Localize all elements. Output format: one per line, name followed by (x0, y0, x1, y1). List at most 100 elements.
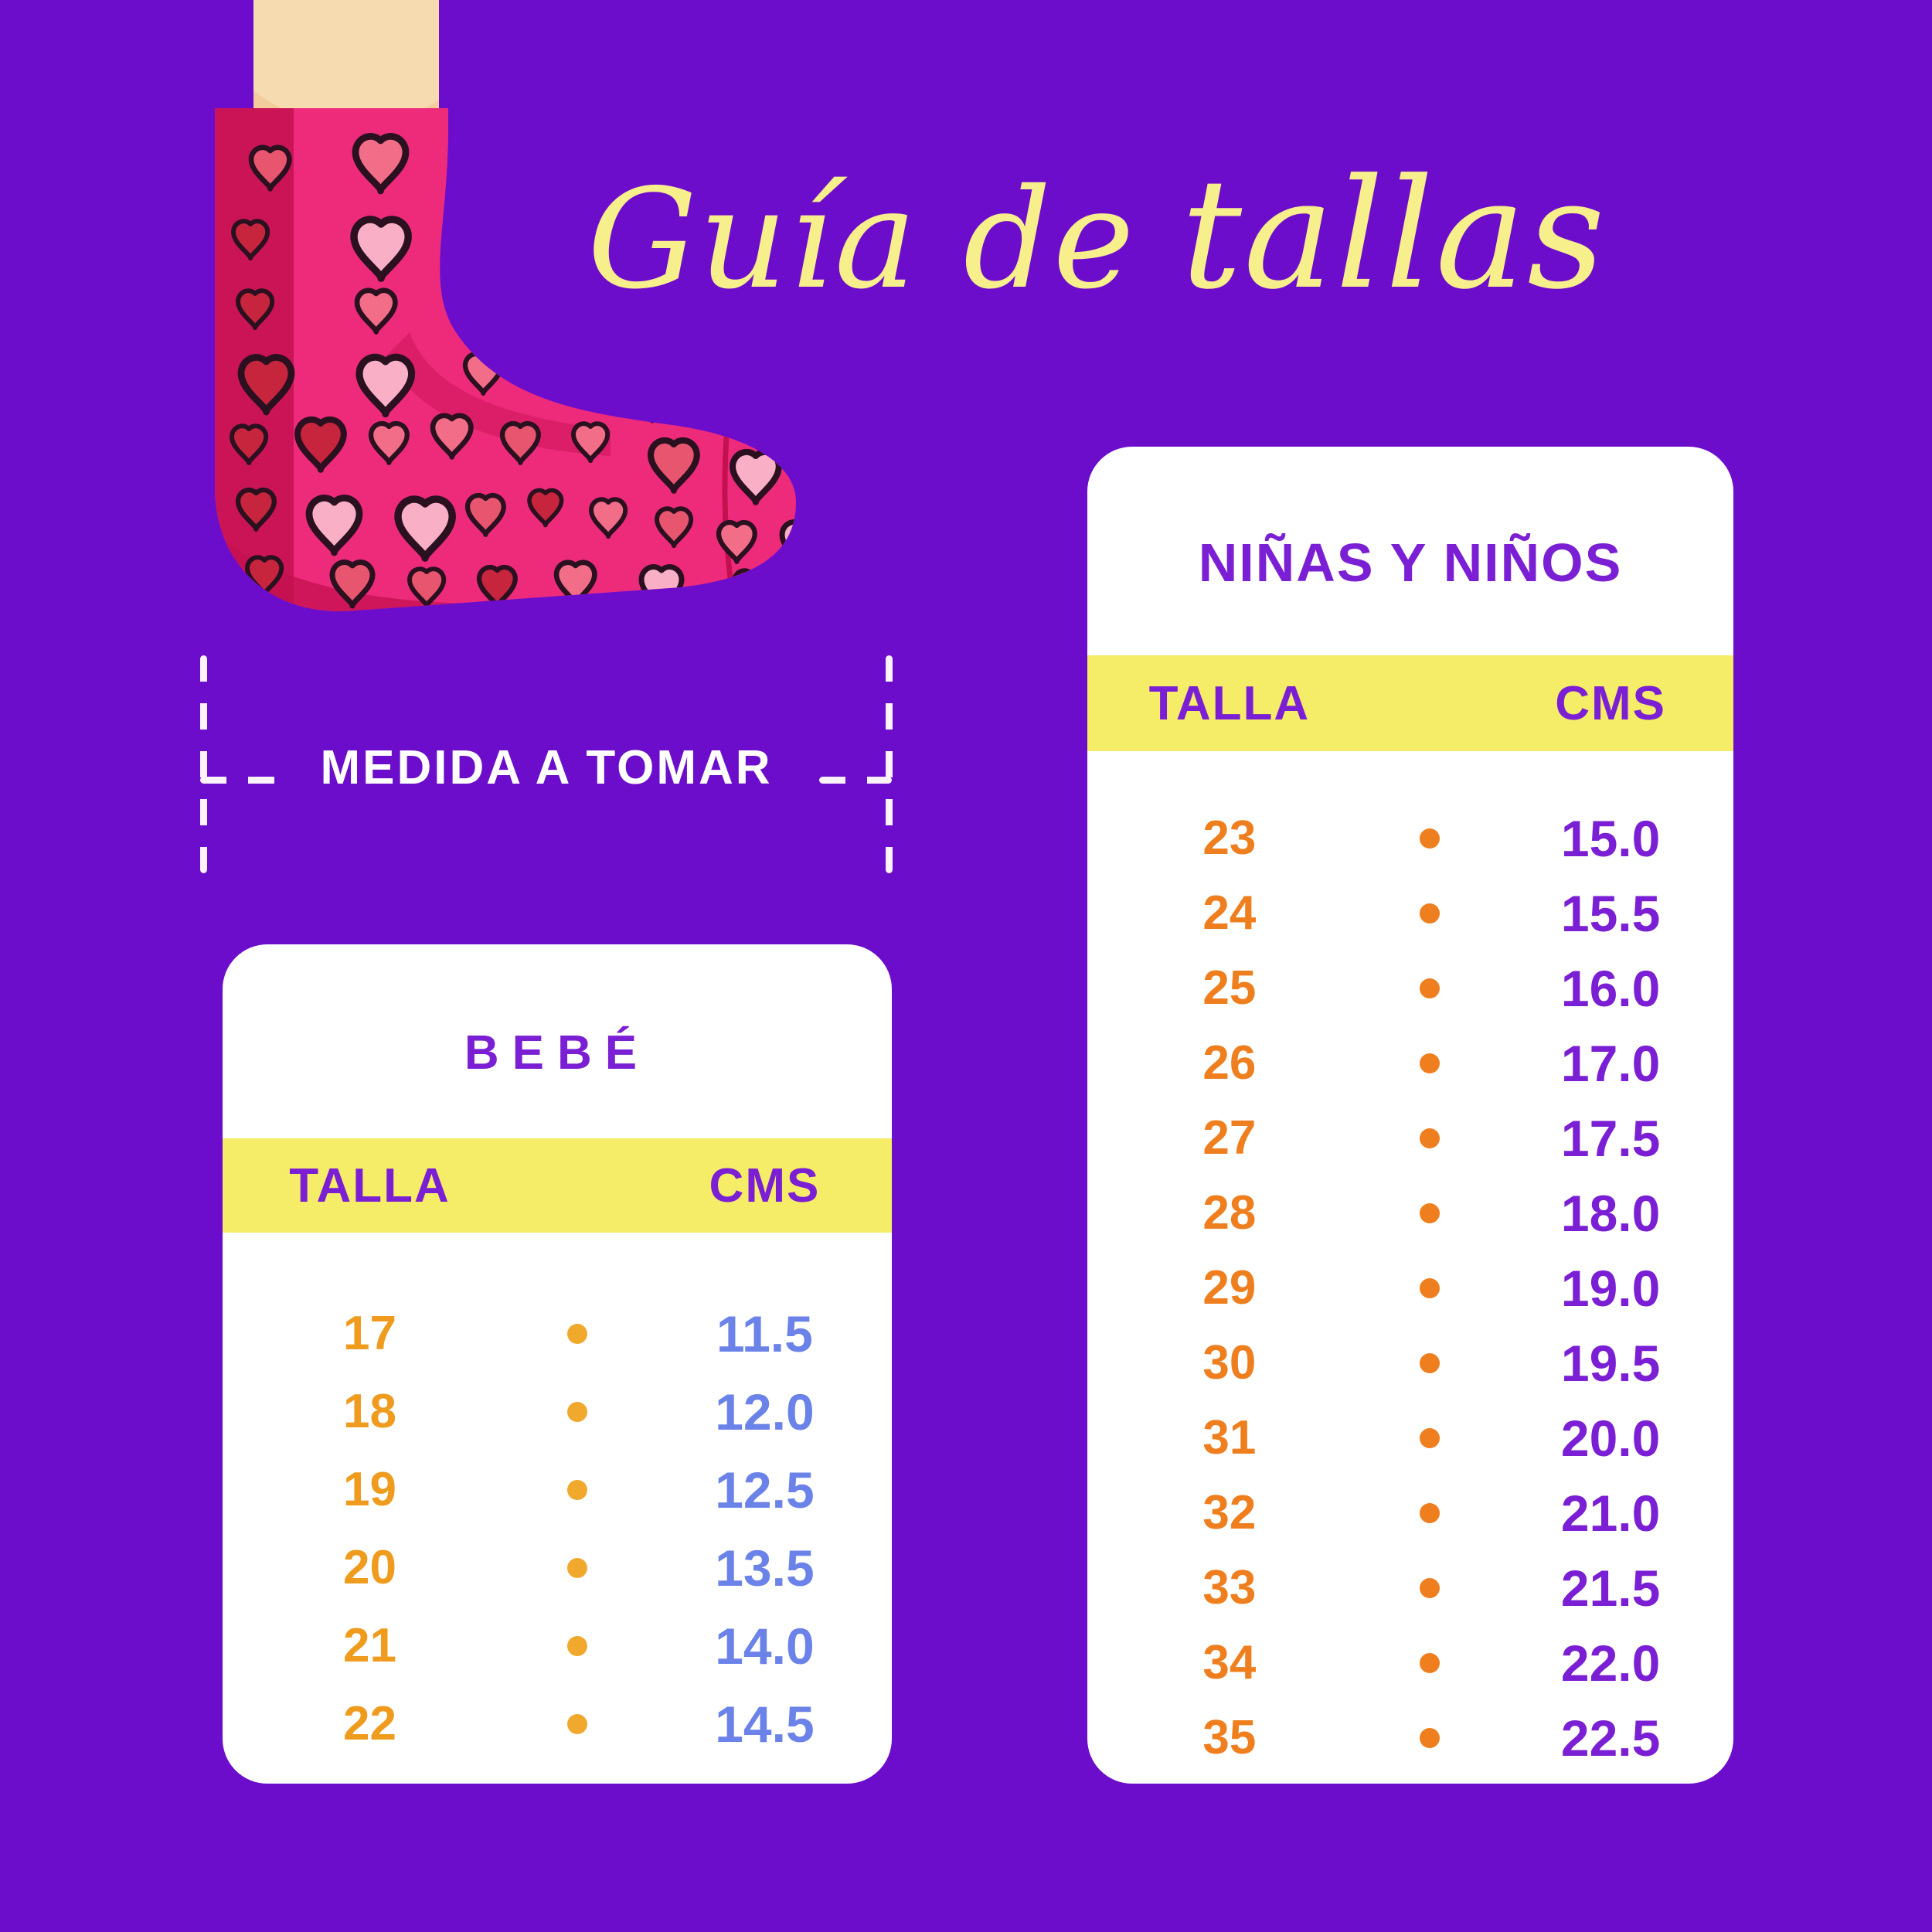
measure-dash-left (200, 777, 277, 784)
table-row: 34 22.0 (1087, 1625, 1733, 1700)
cell-cms: 16.0 (1560, 959, 1661, 1017)
title-lead: Guía de (587, 159, 1182, 319)
cell-talla: 20 (343, 1541, 396, 1594)
row-bullet-dot (517, 1401, 638, 1422)
table-row: 17 11.5 (223, 1294, 892, 1372)
cell-cms: 12.0 (715, 1383, 815, 1440)
table-row: 24 15.5 (1087, 876, 1733, 951)
table-body-baby: 17 11.5 18 12.0 19 12.5 20 13.5 21 (223, 1294, 892, 1763)
column-header-cms-kids: CMS (1555, 676, 1667, 730)
column-header-talla-kids: TALLA (1148, 676, 1311, 730)
bullet-dot-icon (566, 1479, 587, 1500)
cell-cms: 22.0 (1560, 1634, 1661, 1692)
bullet-dot-icon (566, 1401, 587, 1422)
table-row: 31 20.0 (1087, 1400, 1733, 1475)
cell-talla: 24 (1202, 886, 1257, 940)
cell-talla: 33 (1202, 1561, 1257, 1614)
cell-talla: 32 (1202, 1486, 1257, 1539)
row-bullet-dot (1372, 1727, 1488, 1748)
table-row: 35 22.5 (1087, 1700, 1733, 1775)
table-row: 33 21.5 (1087, 1550, 1733, 1625)
table-title-kids: NIÑAS Y NIÑOS (1198, 532, 1623, 593)
table-row: 22 14.5 (223, 1685, 892, 1763)
cell-talla: 21 (343, 1619, 396, 1672)
cell-cms: 21.0 (1560, 1484, 1661, 1542)
cell-cms: 13.5 (715, 1539, 815, 1597)
cell-cms: 15.0 (1560, 809, 1661, 867)
cell-cms: 12.5 (715, 1461, 815, 1519)
cell-cms: 22.5 (1560, 1709, 1661, 1767)
cell-talla: 19 (343, 1463, 396, 1516)
row-bullet-dot (1372, 1652, 1488, 1673)
cell-cms: 19.5 (1560, 1334, 1661, 1392)
table-body-kids: 23 15.0 24 15.5 25 16.0 26 17.0 27 (1087, 801, 1733, 1775)
table-row: 25 16.0 (1087, 951, 1733, 1026)
cell-talla: 17 (343, 1307, 396, 1360)
measure-dash-right (819, 777, 892, 784)
cell-talla: 34 (1202, 1636, 1257, 1689)
table-title-baby: BEBÉ (464, 1026, 651, 1080)
bullet-dot-icon (566, 1635, 587, 1656)
bullet-dot-icon (1420, 1502, 1440, 1523)
table-header-row-baby: TALLA CMS (223, 1138, 892, 1233)
row-bullet-dot (517, 1635, 638, 1656)
size-table-card-kids: NIÑAS Y NIÑOS TALLA CMS 23 15.0 24 15.5 … (1087, 447, 1733, 1784)
table-row: 19 12.5 (223, 1451, 892, 1529)
column-header-talla-baby: TALLA (289, 1158, 451, 1213)
bullet-dot-icon (1420, 1202, 1440, 1223)
table-row: 27 17.5 (1087, 1100, 1733, 1175)
bullet-dot-icon (1420, 1727, 1440, 1748)
cell-talla: 29 (1202, 1261, 1257, 1315)
bullet-dot-icon (1420, 978, 1440, 998)
table-row: 29 19.0 (1087, 1250, 1733, 1325)
cell-cms: 11.5 (716, 1304, 813, 1362)
cell-talla: 23 (1202, 811, 1257, 865)
cell-talla: 25 (1202, 961, 1257, 1015)
table-row: 18 12.0 (223, 1372, 892, 1451)
row-bullet-dot (1372, 1502, 1488, 1523)
row-bullet-dot (517, 1479, 638, 1500)
cell-talla: 18 (343, 1385, 396, 1438)
bullet-dot-icon (1420, 1128, 1440, 1148)
cell-cms: 18.0 (1560, 1184, 1661, 1242)
cell-talla: 27 (1202, 1111, 1257, 1165)
bullet-dot-icon (1420, 903, 1440, 923)
cell-cms: 17.5 (1560, 1109, 1661, 1167)
measure-label: MEDIDA A TOMAR (320, 741, 773, 794)
sock-svg (215, 0, 796, 611)
row-bullet-dot (1372, 1577, 1488, 1598)
cell-talla: 31 (1202, 1411, 1257, 1464)
cell-cms: 19.0 (1560, 1259, 1661, 1317)
row-bullet-dot (1372, 978, 1488, 998)
table-row: 23 15.0 (1087, 801, 1733, 876)
row-bullet-dot (1372, 1277, 1488, 1298)
cell-talla: 30 (1202, 1336, 1257, 1389)
table-header-row-kids: TALLA CMS (1087, 655, 1733, 751)
row-bullet-dot (1372, 903, 1488, 923)
cell-talla: 26 (1202, 1036, 1257, 1090)
measure-bracket-right-line (886, 655, 893, 873)
bullet-dot-icon (1420, 1277, 1440, 1298)
page-title: Guía de tallas (587, 147, 1793, 323)
bullet-dot-icon (1420, 1053, 1440, 1073)
table-row: 30 19.5 (1087, 1325, 1733, 1400)
table-row: 20 13.5 (223, 1529, 892, 1607)
cell-cms: 21.5 (1560, 1559, 1661, 1617)
bullet-dot-icon (1420, 1427, 1440, 1448)
row-bullet-dot (1372, 1053, 1488, 1073)
table-row: 32 21.0 (1087, 1475, 1733, 1550)
cell-cms: 14.5 (715, 1695, 815, 1753)
title-script-word: tallas (1181, 147, 1607, 323)
row-bullet-dot (517, 1323, 638, 1344)
foot-in-sock-illustration (178, 0, 920, 711)
cell-talla: 28 (1202, 1186, 1257, 1240)
row-bullet-dot (1372, 1128, 1488, 1148)
row-bullet-dot (517, 1713, 638, 1734)
cell-cms: 15.5 (1560, 884, 1661, 942)
bullet-dot-icon (566, 1713, 587, 1734)
row-bullet-dot (1372, 1202, 1488, 1223)
table-row: 21 14.0 (223, 1607, 892, 1685)
cell-talla: 22 (343, 1697, 396, 1750)
row-bullet-dot (1372, 1352, 1488, 1373)
row-bullet-dot (1372, 1427, 1488, 1448)
